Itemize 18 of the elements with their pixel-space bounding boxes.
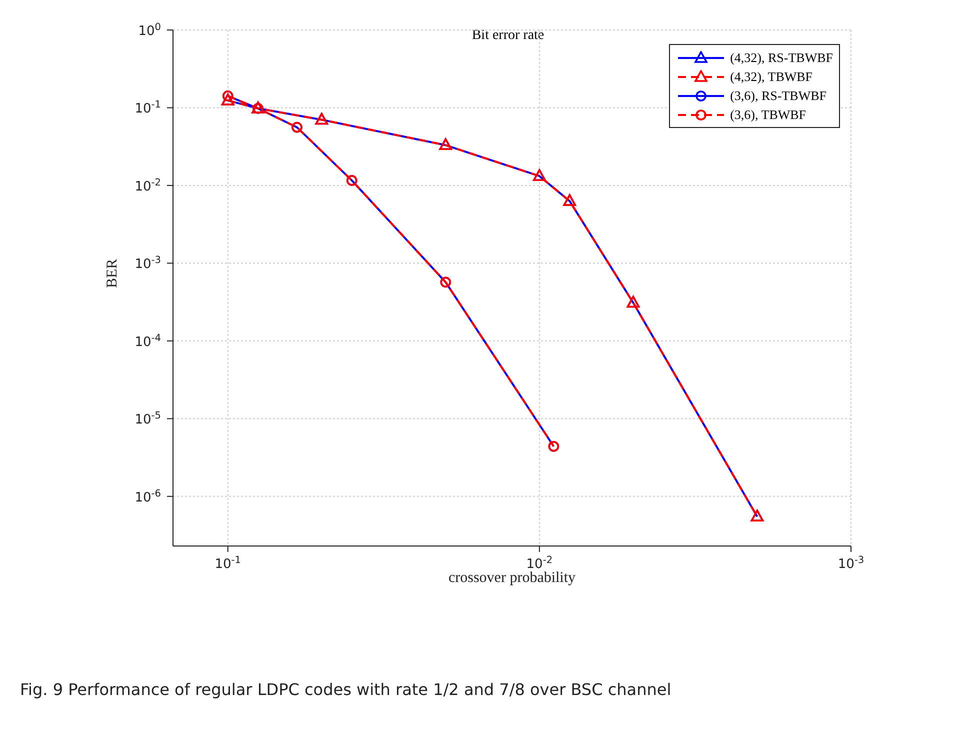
y-tick-label: 10$^{-2}$ <box>134 176 161 194</box>
y-tick-label: 10$^{-6}$ <box>134 488 161 506</box>
legend-label: (3,6), RS-TBWBF <box>730 88 826 104</box>
y-tick-label: 10$^{-3}$ <box>134 254 161 272</box>
chart-title: Bit error rate <box>470 28 546 44</box>
x-tick-label: 10$^{-2}$ <box>526 554 553 572</box>
caption: Fig. 9 Performance of regular LDPC codes with rate 1/2 and 7/8 over BSC channel <box>20 680 672 699</box>
y-axis-title: BER <box>104 258 120 288</box>
legend-label: (4,32), RS-TBWBF <box>730 50 833 66</box>
x-tick-label: 10$^{-3}$ <box>838 554 864 572</box>
x-tick-label: 10$^{-1}$ <box>214 554 242 572</box>
y-tick-label: 10$^{-5}$ <box>134 410 161 428</box>
legend-label: (4,32), TBWBF <box>730 68 813 84</box>
x-axis-title: crossover probability <box>448 570 576 586</box>
y-tick-label: 10$^{0}$ <box>138 22 161 39</box>
legend-label: (3,6), TBWBF <box>730 106 806 122</box>
y-tick-label: 10$^{-4}$ <box>134 332 161 350</box>
y-tick-label: 10$^{-1}$ <box>134 99 161 117</box>
